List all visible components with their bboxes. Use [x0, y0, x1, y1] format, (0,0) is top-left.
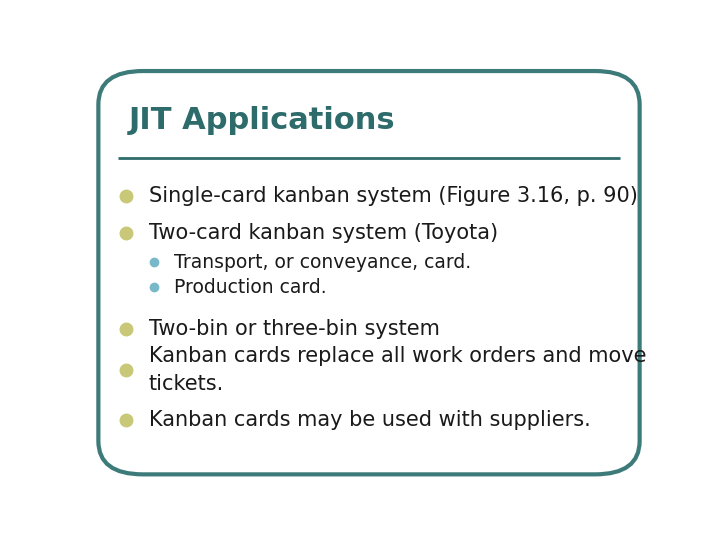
- Text: Two-card kanban system (Toyota): Two-card kanban system (Toyota): [148, 223, 498, 243]
- Text: Kanban cards replace all work orders and move
tickets.: Kanban cards replace all work orders and…: [148, 347, 646, 394]
- Text: Production card.: Production card.: [174, 278, 326, 297]
- Text: Single-card kanban system (Figure 3.16, p. 90): Single-card kanban system (Figure 3.16, …: [148, 186, 637, 206]
- Text: Two-bin or three-bin system: Two-bin or three-bin system: [148, 319, 439, 339]
- Text: Transport, or conveyance, card.: Transport, or conveyance, card.: [174, 253, 471, 272]
- Text: JIT Applications: JIT Applications: [129, 106, 396, 136]
- Text: Kanban cards may be used with suppliers.: Kanban cards may be used with suppliers.: [148, 410, 590, 430]
- FancyBboxPatch shape: [99, 71, 639, 474]
